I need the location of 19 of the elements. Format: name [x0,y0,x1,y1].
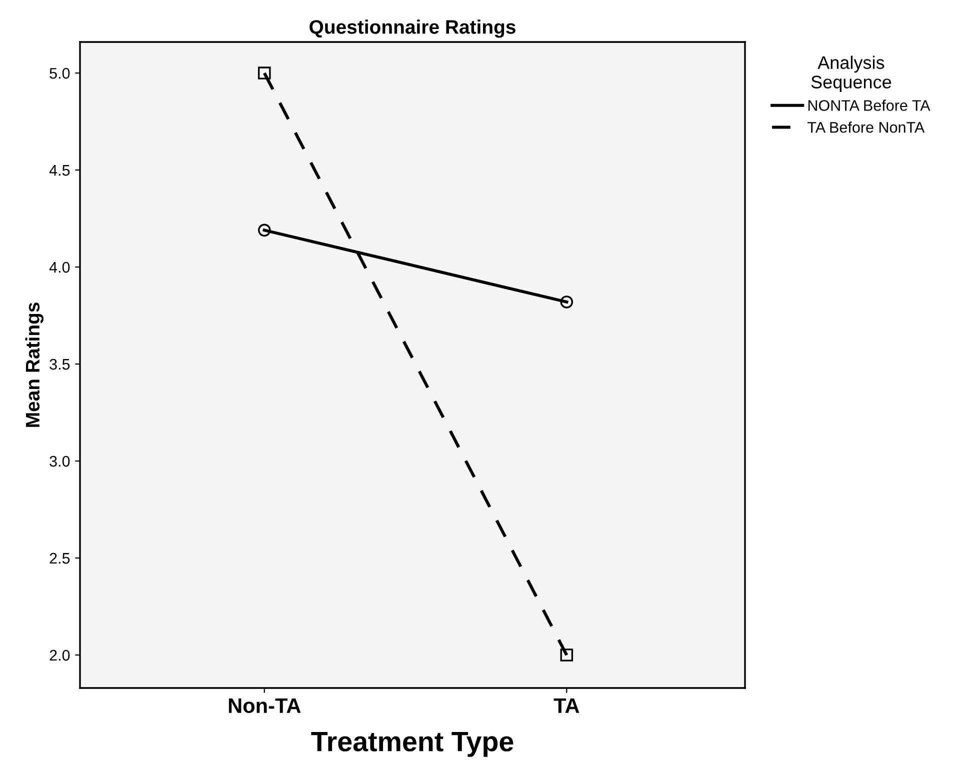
y-tick-label: 4.0 [49,262,70,273]
chart-title: Questionnaire Ratings [310,20,516,38]
legend-label: TA Before NonTA [808,122,925,133]
x-axis-title: Treatment Type [311,732,514,757]
point [258,66,271,80]
point [560,296,574,308]
y-axis-title: Mean Ratings [25,302,44,427]
point [560,648,574,662]
legend-label: NONTA Before TA [808,100,930,111]
x-tick-label: Non-TA [228,698,301,714]
y-tick-label: 2.5 [50,552,70,564]
y-tick-label: 3.0 [50,456,70,467]
x-tick-label: TA [554,698,580,713]
y-tick-label: 3.5 [50,358,70,370]
y-tick-label: 2.0 [50,650,70,661]
point [258,224,271,237]
legend-title: Analysis Sequence [811,56,892,92]
y-tick-label: 4.5 [49,165,70,176]
y-tick-label: 5.0 [50,68,70,79]
